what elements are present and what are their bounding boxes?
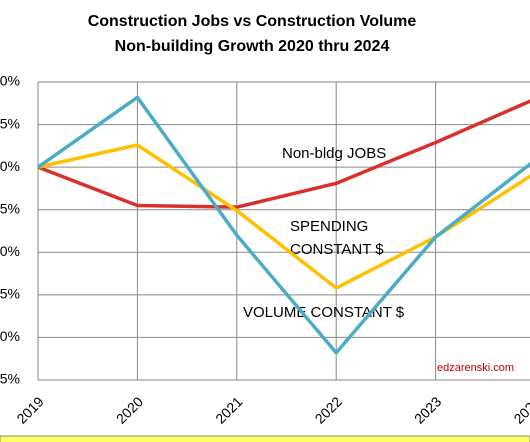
series-line (37, 143, 530, 290)
x-tick-label: 2019 (13, 393, 46, 426)
y-tick-label: -15% (0, 286, 20, 302)
x-tick-label: 2024 (510, 393, 530, 426)
y-tick-label: -5% (0, 200, 20, 216)
series-line (37, 99, 530, 209)
watermark: edzarenski.com (437, 362, 514, 374)
y-tick-label: -25% (0, 371, 20, 387)
annotation: VOLUME CONSTANT $ (243, 304, 405, 321)
y-tick-label: 5% (0, 115, 20, 131)
annotation: SPENDING (290, 218, 368, 235)
annotation: CONSTANT $ (290, 241, 384, 258)
series-line (36, 95, 530, 355)
x-tick-label: 2023 (411, 393, 444, 426)
y-tick-label: -20% (0, 328, 20, 344)
chart-title: Construction Jobs vs Construction Volume (88, 13, 417, 30)
x-tick-label: 2022 (312, 393, 345, 426)
chart-subtitle: Non-building Growth 2020 thru 2024 (115, 38, 390, 55)
x-tick-label: 2020 (113, 393, 146, 426)
y-tick-label: -10% (0, 243, 20, 259)
annotation: Non-bldg JOBS (282, 145, 386, 162)
y-tick-label: 10% (0, 73, 20, 89)
footer-bar (0, 435, 530, 442)
x-tick-label: 2021 (212, 393, 245, 426)
y-tick-label: 0% (0, 158, 20, 174)
